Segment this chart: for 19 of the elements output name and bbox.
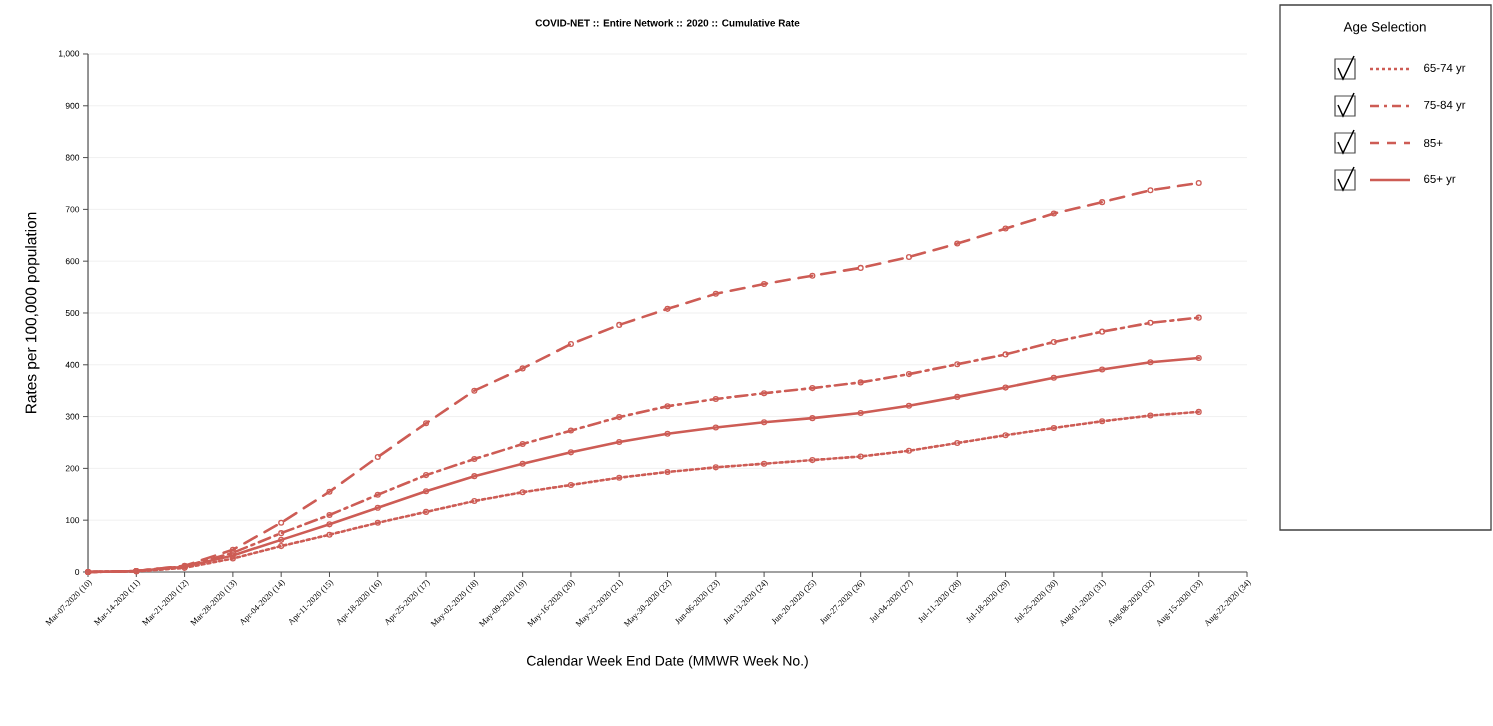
y-tick-label: 500 <box>65 309 80 316</box>
y-tick-label: 900 <box>65 102 80 109</box>
legend-label: 85+ <box>1424 138 1443 148</box>
y-tick-label: 200 <box>65 465 80 472</box>
y-tick-label: 300 <box>65 413 80 420</box>
legend-label: 75-84 yr <box>1424 100 1466 112</box>
x-axis-title: Calendar Week End Date (MMWR Week No.) <box>527 655 808 669</box>
y-tick-label: 600 <box>65 258 80 265</box>
y-tick-label: 800 <box>65 154 80 161</box>
y-tick-label: 400 <box>65 361 80 368</box>
legend-label: 65-74 yr <box>1424 63 1466 75</box>
y-tick-label: 0 <box>75 568 80 575</box>
y-axis-title: Rates per 100,000 population <box>25 212 40 414</box>
y-tick-label: 700 <box>65 206 80 213</box>
legend-label: 65+ yr <box>1424 174 1456 186</box>
y-tick-label: 100 <box>66 517 80 524</box>
y-tick-label: 1,000 <box>58 50 80 58</box>
legend-title: Age Selection <box>1343 21 1426 35</box>
chart-title: COVID-NET :: Entire Network :: 2020 :: Cumulative Rate <box>535 19 800 27</box>
